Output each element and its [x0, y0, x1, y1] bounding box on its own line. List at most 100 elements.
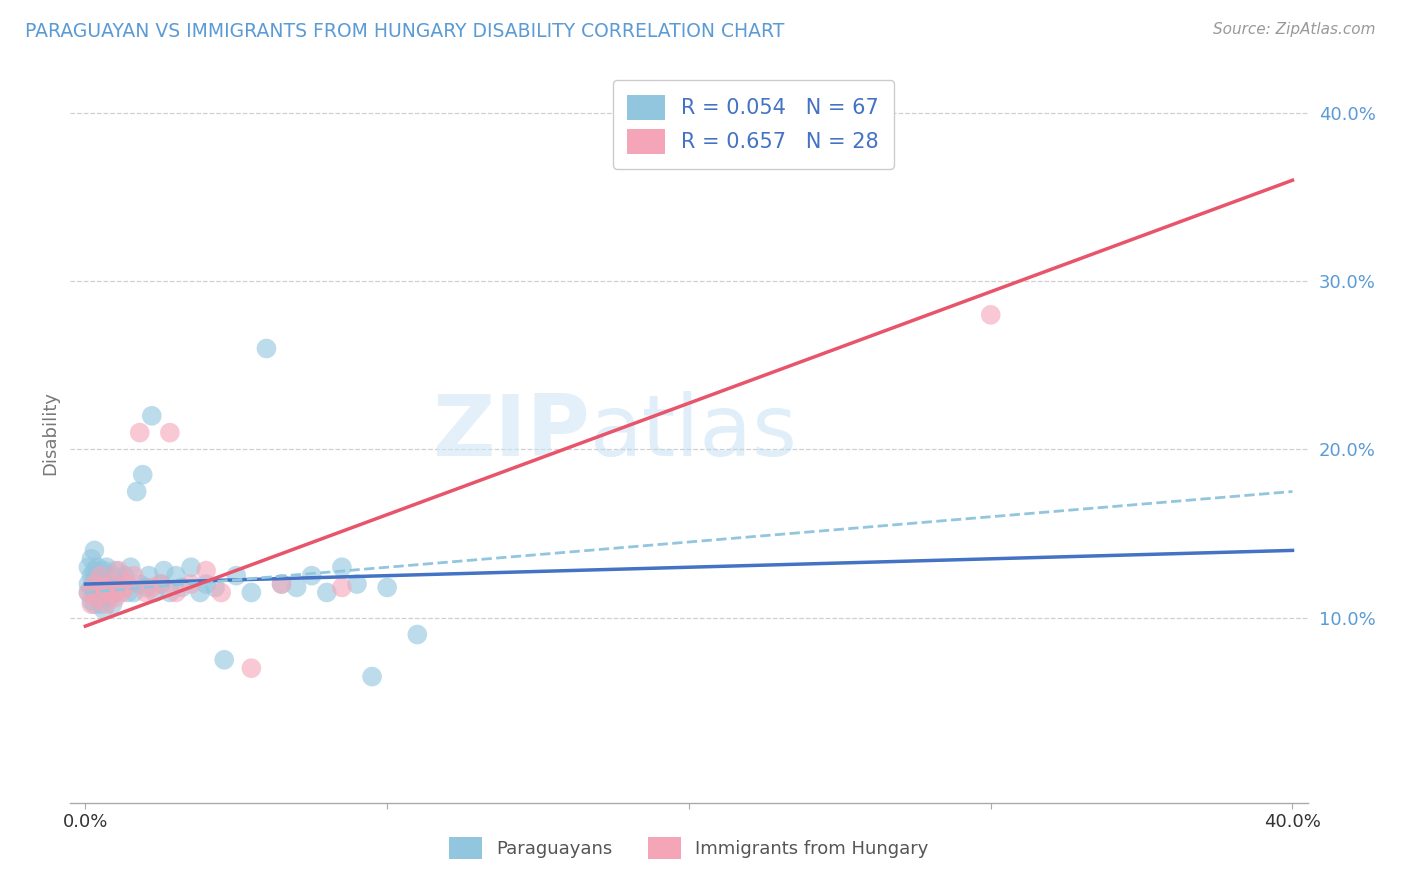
Point	[104, 585, 127, 599]
Point	[180, 577, 202, 591]
Point	[98, 581, 121, 595]
Point	[89, 577, 111, 591]
Point	[77, 577, 100, 591]
Point	[406, 627, 429, 641]
Point	[149, 577, 172, 591]
Point	[122, 585, 145, 599]
Text: ZIP: ZIP	[432, 391, 591, 475]
Point	[240, 661, 263, 675]
Point	[98, 585, 121, 599]
Point	[135, 585, 157, 599]
Point	[204, 581, 226, 595]
Point	[122, 568, 145, 582]
Point	[180, 560, 202, 574]
Point	[83, 577, 105, 591]
Text: Source: ZipAtlas.com: Source: ZipAtlas.com	[1212, 22, 1375, 37]
Point	[225, 568, 247, 582]
Point	[128, 425, 150, 440]
Point	[270, 577, 292, 591]
Point	[86, 591, 108, 605]
Point	[96, 577, 118, 591]
Point	[141, 409, 163, 423]
Point	[93, 581, 115, 595]
Point	[77, 585, 100, 599]
Point	[149, 577, 172, 591]
Point	[195, 564, 218, 578]
Point	[117, 577, 139, 591]
Legend: Paraguayans, Immigrants from Hungary: Paraguayans, Immigrants from Hungary	[440, 828, 938, 868]
Point	[89, 568, 111, 582]
Point	[330, 560, 353, 574]
Point	[86, 591, 108, 605]
Point	[138, 568, 160, 582]
Point	[188, 585, 211, 599]
Point	[132, 467, 155, 482]
Point	[346, 577, 368, 591]
Point	[330, 581, 353, 595]
Point	[209, 585, 232, 599]
Point	[101, 597, 124, 611]
Point	[80, 594, 103, 608]
Point	[107, 564, 129, 578]
Text: atlas: atlas	[591, 391, 799, 475]
Point	[80, 568, 103, 582]
Point	[80, 597, 103, 611]
Point	[86, 560, 108, 574]
Point	[285, 581, 308, 595]
Point	[165, 585, 187, 599]
Point	[195, 577, 218, 591]
Point	[83, 543, 105, 558]
Point	[143, 585, 166, 599]
Point	[153, 564, 176, 578]
Point	[980, 308, 1002, 322]
Point	[117, 585, 139, 599]
Point	[212, 653, 235, 667]
Point	[86, 568, 108, 582]
Point	[159, 425, 181, 440]
Point	[240, 585, 263, 599]
Point	[83, 585, 105, 599]
Point	[89, 568, 111, 582]
Point	[170, 581, 193, 595]
Point	[93, 581, 115, 595]
Point	[83, 597, 105, 611]
Point	[114, 568, 136, 582]
Point	[86, 581, 108, 595]
Point	[375, 581, 398, 595]
Point	[315, 585, 337, 599]
Point	[361, 670, 384, 684]
Point	[101, 577, 124, 591]
Point	[80, 551, 103, 566]
Point	[128, 577, 150, 591]
Point	[104, 564, 127, 578]
Point	[93, 602, 115, 616]
Point	[135, 581, 157, 595]
Point	[77, 585, 100, 599]
Point	[141, 581, 163, 595]
Point	[80, 581, 103, 595]
Point	[110, 581, 132, 595]
Point	[104, 591, 127, 605]
Point	[93, 564, 115, 578]
Point	[165, 568, 187, 582]
Point	[110, 585, 132, 599]
Point	[83, 574, 105, 588]
Point	[89, 585, 111, 599]
Text: PARAGUAYAN VS IMMIGRANTS FROM HUNGARY DISABILITY CORRELATION CHART: PARAGUAYAN VS IMMIGRANTS FROM HUNGARY DI…	[25, 22, 785, 41]
Y-axis label: Disability: Disability	[41, 391, 59, 475]
Point	[256, 342, 278, 356]
Point	[96, 597, 118, 611]
Point	[77, 560, 100, 574]
Point	[114, 581, 136, 595]
Point	[96, 585, 118, 599]
Point	[125, 484, 148, 499]
Point	[101, 568, 124, 582]
Point	[96, 560, 118, 574]
Point	[120, 560, 142, 574]
Point	[83, 564, 105, 578]
Point	[270, 577, 292, 591]
Point	[98, 591, 121, 605]
Point	[301, 568, 323, 582]
Point	[89, 597, 111, 611]
Point	[107, 577, 129, 591]
